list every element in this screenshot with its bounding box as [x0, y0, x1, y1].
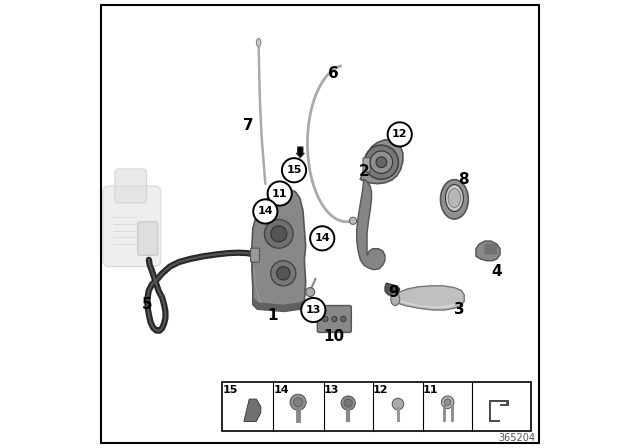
Text: 12: 12	[392, 129, 408, 139]
Text: 4: 4	[492, 263, 502, 279]
Text: 11: 11	[423, 385, 438, 395]
Text: 10: 10	[323, 329, 344, 345]
Text: 6: 6	[328, 66, 339, 82]
Ellipse shape	[448, 189, 461, 207]
Text: 5: 5	[142, 297, 153, 312]
Circle shape	[340, 316, 346, 322]
Text: 12: 12	[373, 385, 388, 395]
Circle shape	[271, 226, 287, 242]
Polygon shape	[253, 298, 305, 311]
Ellipse shape	[391, 293, 400, 306]
Text: 15: 15	[223, 385, 238, 395]
Polygon shape	[296, 147, 305, 158]
Polygon shape	[356, 179, 385, 270]
Polygon shape	[398, 300, 459, 308]
Circle shape	[306, 288, 315, 297]
Polygon shape	[360, 140, 403, 184]
Ellipse shape	[440, 180, 468, 219]
Circle shape	[376, 157, 387, 168]
Polygon shape	[491, 402, 506, 420]
Text: 13: 13	[305, 305, 321, 315]
Text: 8: 8	[458, 172, 468, 187]
Ellipse shape	[257, 39, 261, 47]
Polygon shape	[252, 189, 306, 311]
Polygon shape	[244, 399, 261, 422]
Circle shape	[388, 122, 412, 146]
Polygon shape	[385, 283, 400, 296]
FancyBboxPatch shape	[138, 222, 158, 255]
FancyBboxPatch shape	[102, 186, 161, 267]
Polygon shape	[476, 241, 500, 261]
Circle shape	[271, 261, 296, 286]
Circle shape	[290, 394, 306, 410]
Circle shape	[282, 158, 306, 182]
Text: 365204: 365204	[499, 433, 536, 443]
Text: 14: 14	[314, 233, 330, 243]
Text: 7: 7	[243, 118, 253, 133]
Circle shape	[370, 151, 392, 173]
FancyBboxPatch shape	[317, 306, 351, 332]
Text: 1: 1	[268, 308, 278, 323]
Circle shape	[349, 217, 356, 224]
Text: 14: 14	[257, 207, 273, 216]
Circle shape	[323, 316, 328, 322]
Text: 9: 9	[388, 284, 399, 300]
Circle shape	[294, 398, 303, 407]
Circle shape	[364, 145, 398, 179]
FancyBboxPatch shape	[363, 158, 370, 172]
Circle shape	[253, 199, 277, 224]
Circle shape	[332, 316, 337, 322]
Circle shape	[268, 181, 292, 206]
Text: 13: 13	[323, 385, 339, 395]
Text: 11: 11	[272, 189, 287, 198]
Ellipse shape	[445, 185, 463, 211]
Circle shape	[310, 226, 334, 250]
FancyBboxPatch shape	[484, 244, 497, 254]
Circle shape	[344, 399, 352, 407]
Polygon shape	[253, 267, 273, 310]
Text: 15: 15	[286, 165, 301, 175]
Text: 14: 14	[273, 385, 289, 395]
Text: 2: 2	[358, 164, 369, 179]
Polygon shape	[489, 401, 508, 422]
Circle shape	[301, 298, 325, 322]
Circle shape	[276, 267, 290, 280]
FancyBboxPatch shape	[250, 248, 260, 262]
Circle shape	[392, 398, 404, 410]
Polygon shape	[396, 286, 464, 310]
Circle shape	[445, 399, 451, 405]
Circle shape	[442, 396, 454, 409]
FancyBboxPatch shape	[115, 169, 147, 203]
Bar	[222, 382, 531, 431]
Text: 3: 3	[454, 302, 464, 317]
Circle shape	[341, 396, 355, 410]
Circle shape	[264, 220, 293, 248]
